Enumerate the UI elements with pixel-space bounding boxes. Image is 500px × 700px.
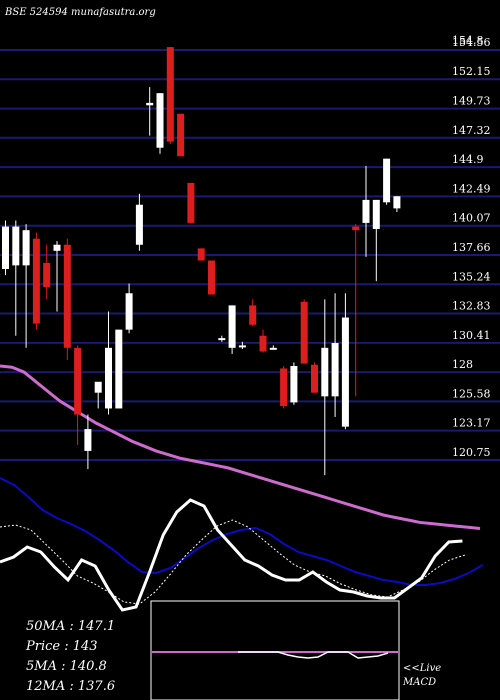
- candle-body: [115, 329, 123, 409]
- candle-body: [197, 248, 205, 261]
- candle-body: [2, 226, 9, 270]
- candle-body: [146, 102, 154, 106]
- candle-body: [208, 260, 215, 295]
- ma-line: [0, 364, 481, 531]
- candle-body: [218, 338, 226, 341]
- candle-body: [12, 226, 20, 266]
- ma12-readout: 12MA : 137.6: [26, 679, 115, 694]
- y-tick-label: 128: [452, 358, 473, 371]
- macd-histogram: [152, 651, 398, 659]
- candle-body: [362, 199, 370, 223]
- ma5-readout: 5MA : 140.8: [26, 659, 107, 674]
- y-tick-label: 120.75: [452, 446, 491, 459]
- candle-body: [249, 305, 257, 325]
- y-tick-label: 130.41: [452, 329, 491, 342]
- y-tick-label: 135.24: [452, 270, 491, 283]
- moving-average-line: [0, 364, 481, 531]
- macd-line: [0, 498, 463, 612]
- candle-body: [43, 262, 51, 288]
- candle-body: [341, 317, 349, 427]
- y-tick-label: 154.56: [452, 36, 491, 49]
- candle-body: [372, 199, 380, 229]
- candle-body: [135, 204, 143, 245]
- y-tick-label: 142.49: [452, 182, 491, 195]
- y-tick-label: 125.58: [452, 387, 491, 400]
- y-tick-label: 123.17: [452, 417, 491, 430]
- candle-body: [22, 230, 30, 266]
- candle-body: [63, 244, 71, 348]
- live-link[interactable]: <<Live: [403, 663, 441, 674]
- candle-body: [94, 381, 102, 393]
- candle-body: [74, 347, 82, 415]
- candle-body: [166, 47, 174, 142]
- y-tick-label: 132.83: [452, 300, 491, 313]
- y-tick-label: 152.15: [452, 65, 491, 78]
- watermark: BSE 524594 munafasutra.org: [4, 7, 156, 18]
- y-tick-label: 149.73: [452, 95, 491, 108]
- candle-body: [280, 368, 288, 407]
- candle-body: [290, 366, 298, 403]
- candle-body: [125, 293, 133, 330]
- candle-body: [383, 158, 391, 203]
- candlestick-series: [2, 47, 401, 476]
- y-tick-label: 154.8: [452, 34, 484, 47]
- y-tick-label: 144.9: [452, 153, 484, 166]
- macd-histogram-box: [150, 600, 400, 700]
- candle-body: [84, 429, 92, 451]
- candle-body: [238, 345, 246, 348]
- y-tick-label: 147.32: [452, 124, 491, 137]
- candle-body: [393, 196, 401, 209]
- histogram-trace: [238, 651, 389, 659]
- candle-body: [228, 305, 236, 348]
- candle-body: [32, 238, 40, 324]
- price-gridlines: [0, 49, 500, 461]
- candle-body: [321, 347, 329, 397]
- candle-body: [352, 226, 360, 231]
- price-readout: Price : 143: [25, 639, 98, 654]
- y-tick-label: 137.66: [452, 241, 491, 254]
- macd-label: MACD: [402, 677, 436, 688]
- candle-body: [156, 93, 164, 148]
- candle-body: [300, 301, 308, 364]
- candle-body: [53, 244, 61, 251]
- candle-body: [177, 113, 185, 157]
- candle-body: [187, 182, 195, 223]
- macd-signal-line: [0, 477, 484, 586]
- y-tick-label: 140.07: [452, 212, 491, 225]
- candle-body: [105, 347, 112, 409]
- ma50-readout: 50MA : 147.1: [26, 619, 115, 634]
- macd-panel: [0, 477, 484, 612]
- candle-body: [331, 342, 339, 397]
- candle-body: [269, 347, 277, 350]
- candle-body: [311, 364, 318, 393]
- candle-body: [259, 335, 267, 352]
